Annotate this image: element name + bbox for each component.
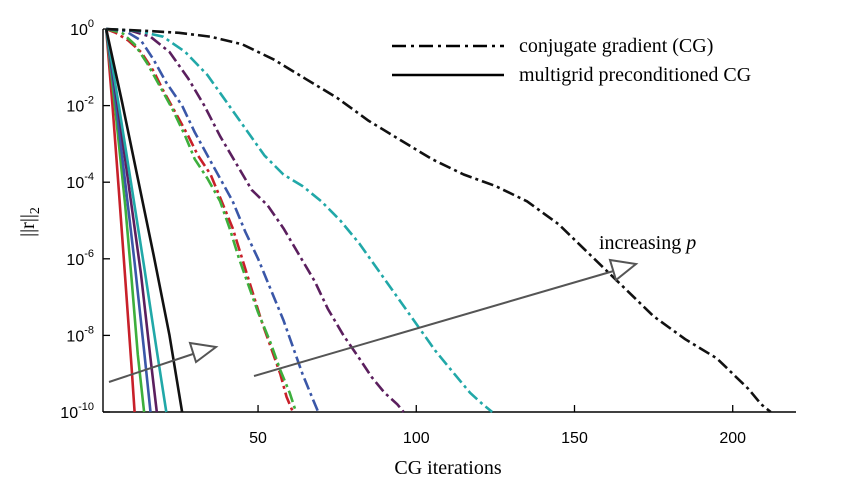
legend-label-mgcg: multigrid preconditioned CG [519,64,751,86]
x-axis-title: CG iterations [394,457,501,479]
x-tick-label: 150 [561,430,588,447]
plot-area [102,29,796,413]
legend: conjugate gradient (CG) multigrid precon… [392,35,751,86]
y-tick-exponent: -2 [84,95,94,107]
legend-label-cg: conjugate gradient (CG) [519,35,713,57]
y-tick-base: 10 [70,22,88,39]
annotation-increasing-p: increasing p [599,232,696,254]
arrow-mg-shaft [108,352,197,383]
y-axis-title: ||r||2 [17,207,43,237]
x-tick-label: 100 [403,430,430,447]
y-tick-exponent: -8 [84,324,94,336]
y-axis-title-sub: 2 [28,207,43,214]
y-tick-base: 10 [66,99,84,116]
y-tick-label: 10-4 [66,171,94,192]
y-tick-base: 10 [66,175,84,192]
y-tick-label: 10-10 [60,401,94,422]
y-tick-exponent: -10 [78,401,94,413]
annotation-arrows [108,258,639,383]
series-layer [104,27,772,414]
y-tick-base: 10 [66,252,84,269]
series-line-cg-3 [106,27,405,413]
annotation-var: p [684,232,696,254]
annotation-main: increasing [599,232,686,254]
series-line-mgcg-11 [104,28,184,413]
y-tick-label: 10-8 [66,324,94,345]
y-tick-base: 10 [60,405,78,422]
arrow-cg-shaft [253,269,618,377]
y-tick-base: 10 [66,328,84,345]
arrow-mg-head [188,341,219,364]
series-line-mgcg-7 [104,28,146,413]
series-line-mgcg-10 [104,28,168,413]
x-tick-label: 200 [719,430,746,447]
y-tick-exponent: -6 [84,248,94,260]
x-tick-label: 50 [249,430,267,447]
y-tick-exponent: 0 [88,18,94,30]
series-line-mgcg-8 [104,28,152,413]
series-line-cg-4 [106,27,494,414]
y-axis-title-main: ||r|| [17,214,39,237]
x-ticks: 50 100 150 200 [249,405,746,447]
series-line-cg-2 [106,27,320,413]
arrow-cg-head [608,258,639,282]
y-tick-label: 10-6 [66,248,94,269]
y-tick-exponent: -4 [84,171,94,183]
series-line-cg-5 [106,27,772,414]
y-tick-label: 10-2 [66,95,94,116]
y-tick-label: 100 [70,18,94,39]
series-line-cg-1 [105,27,298,413]
